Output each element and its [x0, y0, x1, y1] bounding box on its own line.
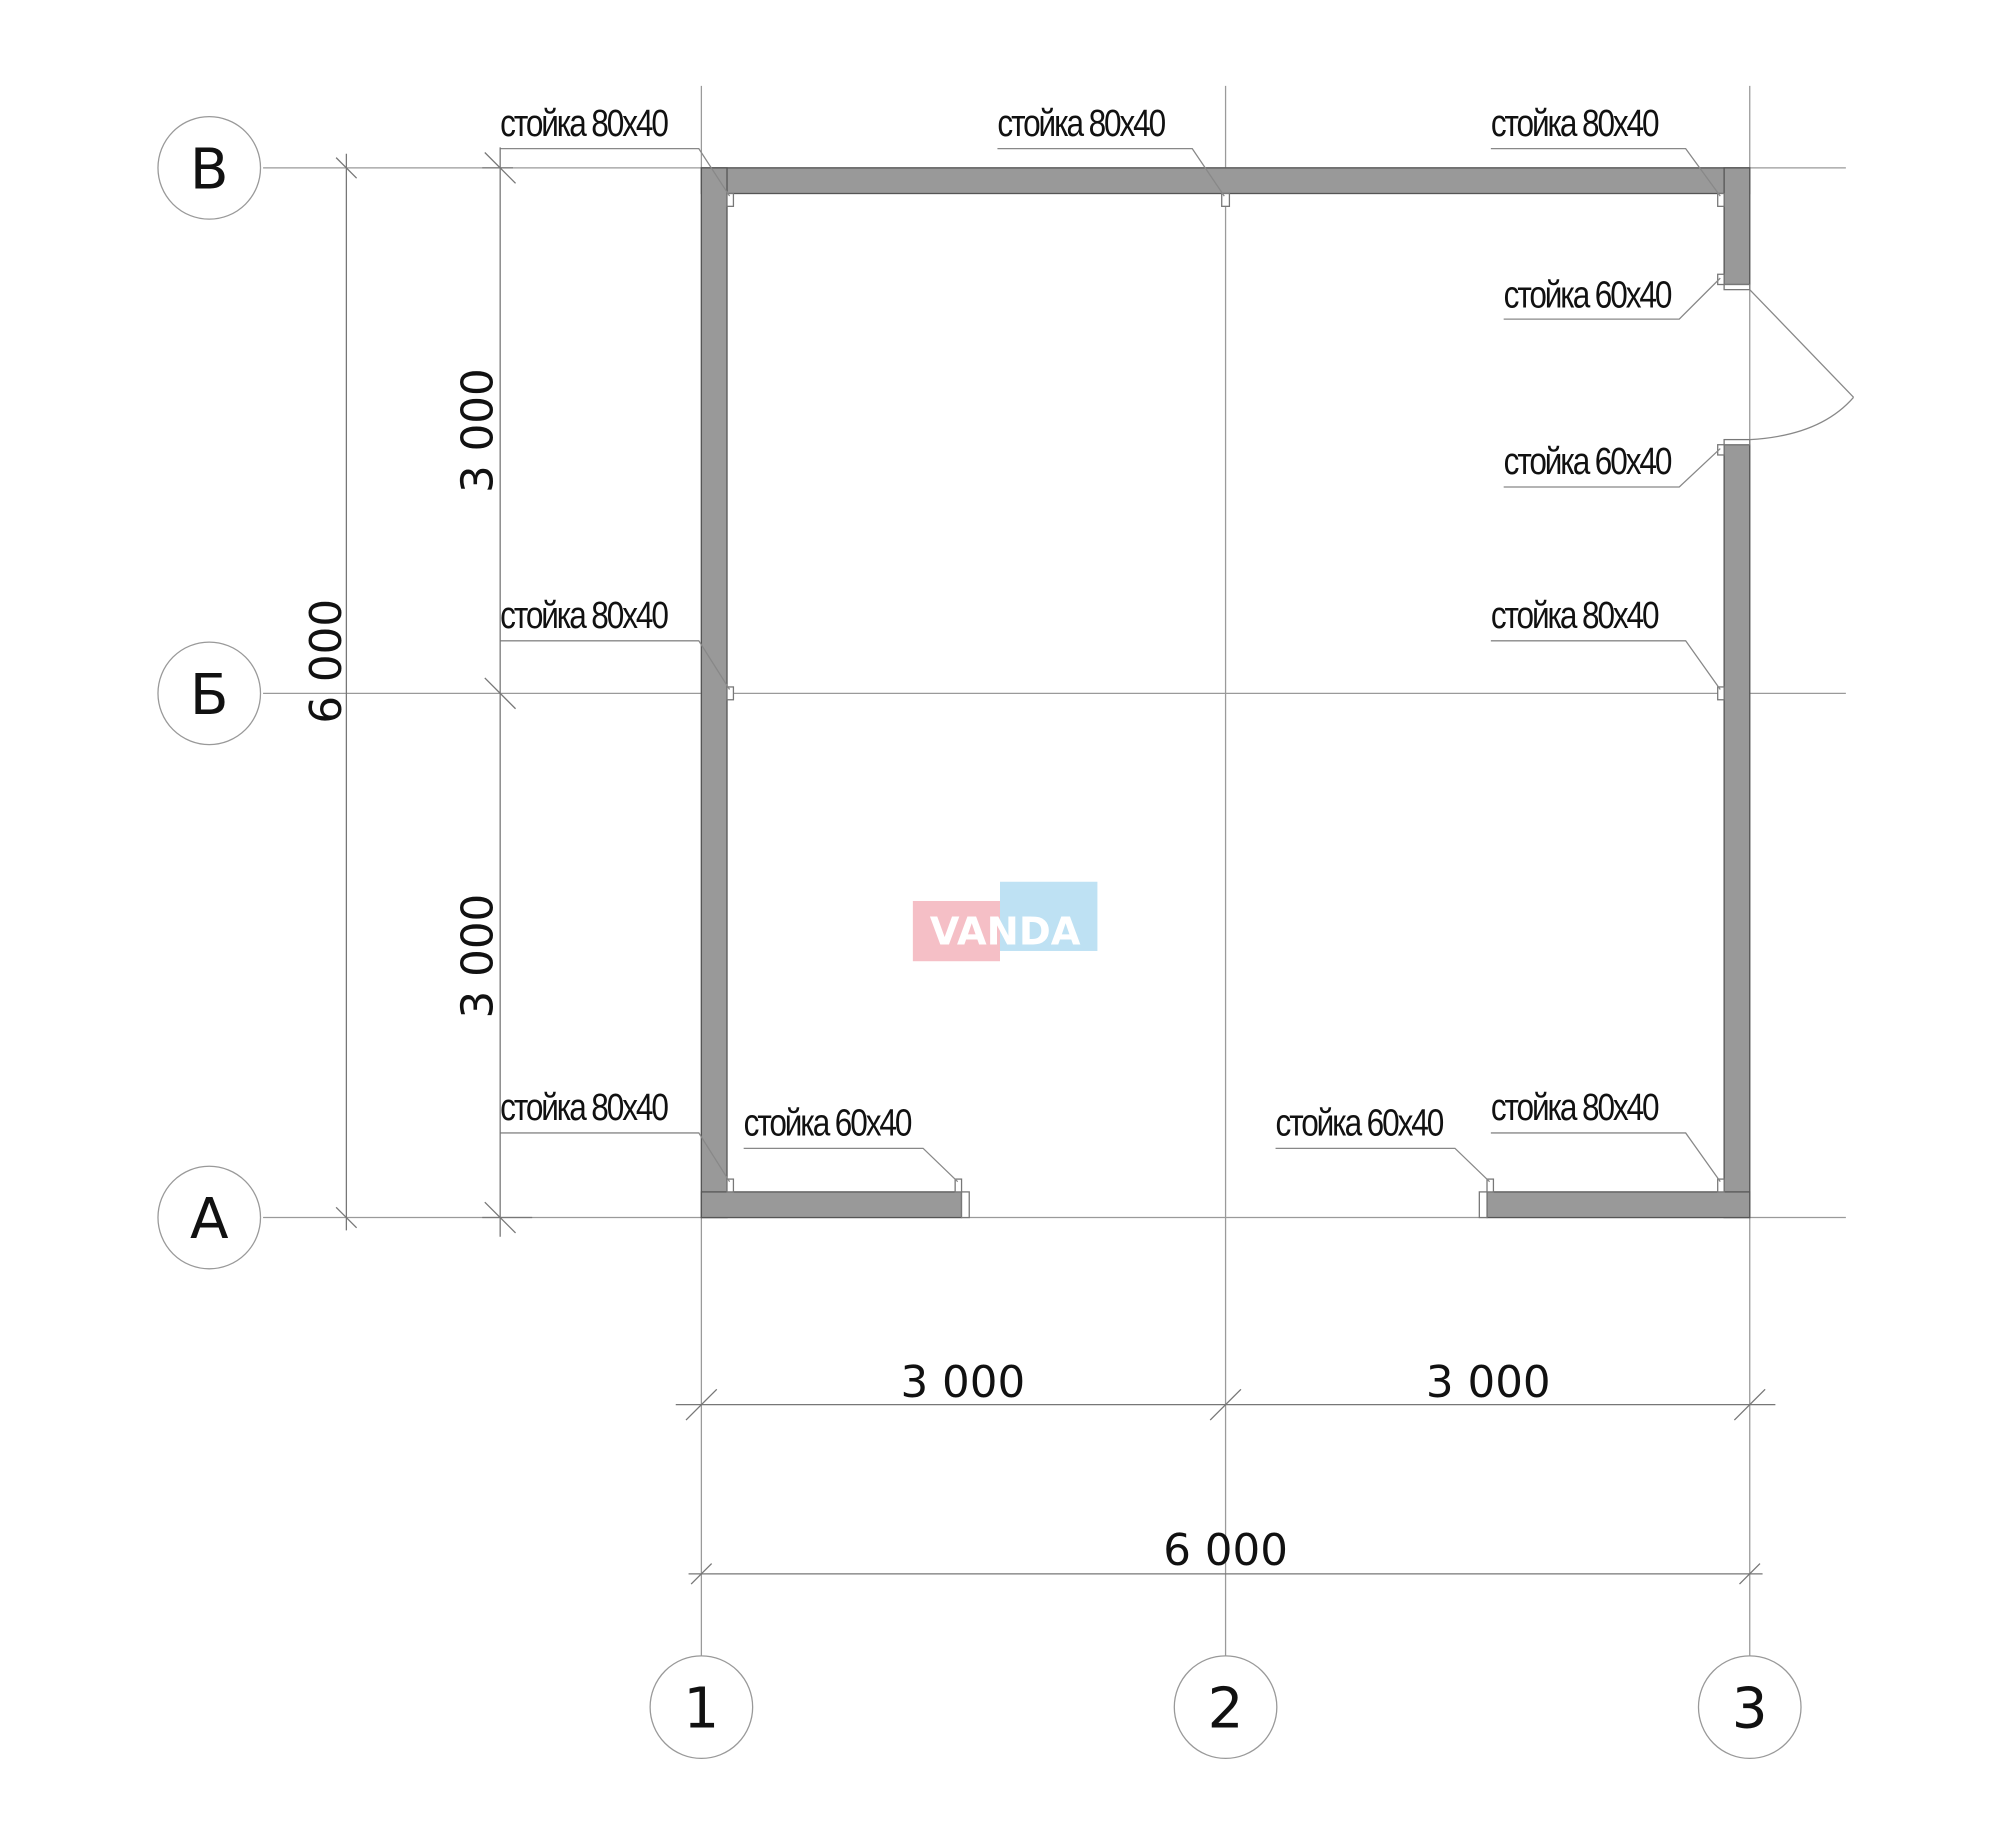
- post-label: стойка 80x40: [997, 102, 1165, 145]
- dimension-total-width: 6 000: [1163, 1526, 1288, 1576]
- axis-bubble-col-2: 2: [1173, 1655, 1278, 1760]
- svg-text:Б: Б: [190, 663, 229, 728]
- post-callouts: стойка 80x40 стойка 80x40 стойка 80x40 с…: [500, 102, 1725, 1193]
- dimension-upper-span: 3 000: [453, 368, 503, 493]
- post-label: стойка 80x40: [500, 102, 668, 145]
- post-label: стойка 80x40: [500, 1086, 668, 1129]
- svg-text:VANDA: VANDA: [930, 910, 1081, 955]
- svg-text:2: 2: [1208, 1677, 1244, 1742]
- dimension-total-height: 6 000: [302, 599, 352, 724]
- dimension-lower-span: 3 000: [453, 894, 503, 1019]
- walls: [700, 167, 1751, 1219]
- vanda-watermark-logo: VANDA: [912, 881, 1098, 962]
- post-label: стойка 60x40: [1504, 440, 1672, 483]
- post-label: стойка 80x40: [1491, 1086, 1659, 1129]
- dimension-left-span: 3 000: [900, 1358, 1025, 1408]
- post-label: стойка 60x40: [744, 1102, 912, 1145]
- post-marker: [1478, 1191, 1488, 1219]
- svg-text:3: 3: [1732, 1677, 1768, 1742]
- axis-bubble-row-v: В: [157, 115, 262, 220]
- axis-bubble-col-1: 1: [649, 1655, 754, 1760]
- axis-bubble-row-a: А: [157, 1165, 262, 1270]
- svg-text:1: 1: [683, 1677, 719, 1742]
- post-label: стойка 60x40: [1504, 274, 1672, 317]
- post-marker: [960, 1191, 970, 1219]
- post-label: стойка 80x40: [1491, 594, 1659, 637]
- axis-bubble-row-b: Б: [157, 641, 262, 746]
- post-label: стойка 80x40: [1491, 102, 1659, 145]
- svg-text:А: А: [190, 1187, 229, 1252]
- horizontal-dimensions: 3 000 3 000 6 000: [675, 1358, 1776, 1585]
- post-label: стойка 60x40: [1276, 1102, 1444, 1145]
- axis-bubble-col-3: 3: [1697, 1655, 1802, 1760]
- post-label: стойка 80x40: [500, 594, 668, 637]
- dimension-right-span: 3 000: [1426, 1358, 1551, 1408]
- svg-text:В: В: [190, 137, 229, 202]
- vertical-dimensions: 6 000 3 000 3 000: [302, 147, 533, 1237]
- door-swing: [1723, 283, 1855, 446]
